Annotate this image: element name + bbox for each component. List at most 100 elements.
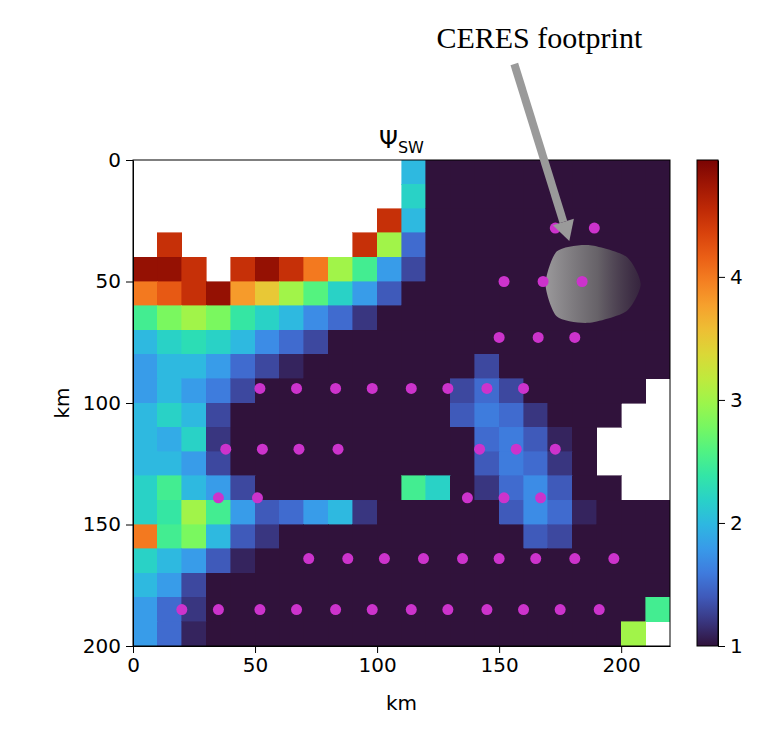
annotation: CERES footprint: [436, 21, 643, 54]
heatmap-cell: [255, 379, 279, 403]
heatmap-cell: [328, 379, 352, 403]
points: [176, 223, 619, 616]
sample-point: [533, 332, 544, 343]
heatmap-cell: [377, 209, 401, 233]
heatmap-cell: [499, 403, 523, 427]
heatmap-cell: [402, 160, 426, 184]
heatmap-cell: [377, 427, 401, 451]
heatmap-cell: [133, 427, 157, 451]
heatmap-cell: [353, 622, 377, 646]
heatmap-cell: [548, 549, 572, 573]
heatmap-cell: [328, 597, 352, 621]
heatmap-cell: [304, 622, 328, 646]
heatmap-cell: [231, 257, 255, 281]
heatmap-cell: [304, 525, 328, 549]
heatmap-cell: [475, 209, 499, 233]
sample-point: [518, 604, 529, 615]
tick: 3: [718, 388, 743, 412]
heatmap-cell: [182, 282, 206, 306]
heatmap-cell: [475, 160, 499, 184]
heatmap-cell: [572, 354, 596, 378]
heatmap-cell: [499, 354, 523, 378]
heatmap-cell: [133, 573, 157, 597]
tick-mark: [255, 646, 256, 653]
heatmap-cell: [279, 403, 303, 427]
heatmap-cell: [206, 403, 230, 427]
heatmap-cell: [353, 549, 377, 573]
heatmap-cell: [402, 427, 426, 451]
heatmap-cell: [231, 549, 255, 573]
heatmap-cell: [597, 403, 621, 427]
heatmap-cell: [450, 257, 474, 281]
heatmap-cell: [621, 525, 645, 549]
sample-point: [530, 553, 541, 564]
heatmap-cell: [133, 379, 157, 403]
sample-point: [442, 383, 453, 394]
ceres-footprint: [546, 245, 641, 323]
sample-point: [442, 604, 453, 615]
heatmap-cell: [475, 354, 499, 378]
heatmap-cell: [402, 184, 426, 208]
sample-point: [499, 492, 510, 503]
heatmap-cell: [182, 549, 206, 573]
heatmap-cell: [646, 233, 670, 257]
heatmap-cell: [475, 597, 499, 621]
heatmap-cell: [353, 525, 377, 549]
heatmap-cell: [572, 500, 596, 524]
heatmap-cell: [231, 306, 255, 330]
heatmap-cell: [255, 549, 279, 573]
heatmap-cell: [621, 209, 645, 233]
heatmap-cell: [182, 500, 206, 524]
sample-point: [594, 604, 605, 615]
heatmap-cell: [255, 282, 279, 306]
heatmap-cell: [572, 160, 596, 184]
heatmap-cell: [133, 330, 157, 354]
title: ΨSW: [379, 126, 424, 157]
heatmap-cell: [231, 282, 255, 306]
heatmap-cell: [499, 573, 523, 597]
arrow-shaft: [514, 64, 563, 222]
tick: 150: [481, 646, 519, 677]
heatmap-cell: [597, 209, 621, 233]
heatmap-cell: [426, 184, 450, 208]
y-axis: 050100150200: [83, 148, 134, 658]
heatmap-cell: [402, 597, 426, 621]
heatmap-cell: [231, 354, 255, 378]
tick: 2: [718, 511, 743, 535]
tick-mark: [718, 277, 725, 278]
heatmap-cell: [182, 403, 206, 427]
heatmap-cell: [572, 184, 596, 208]
heatmap-cell: [450, 622, 474, 646]
heatmap-cell: [353, 500, 377, 524]
heatmap-cell: [304, 403, 328, 427]
colorbar-axis: 1234: [718, 161, 743, 658]
tick-mark: [621, 646, 622, 653]
sample-point: [577, 276, 588, 287]
heatmap-cell: [572, 573, 596, 597]
colorbar: [697, 160, 718, 646]
heatmap-cell: [304, 282, 328, 306]
heatmap-cell: [231, 403, 255, 427]
plot-frame: [133, 160, 670, 646]
tick-label: 200: [83, 634, 121, 658]
heatmap-cell: [255, 403, 279, 427]
heatmap-cell: [353, 354, 377, 378]
tick: 200: [603, 646, 641, 677]
heatmap-cell: [377, 403, 401, 427]
heatmap-cell: [597, 184, 621, 208]
tick: 0: [127, 646, 140, 677]
heatmap-cell: [255, 452, 279, 476]
heatmap-cell: [572, 525, 596, 549]
heatmap-cell: [646, 184, 670, 208]
heatmap-cell: [328, 476, 352, 500]
heatmap-cell: [426, 622, 450, 646]
heatmap-cell: [646, 354, 670, 378]
heatmap-cell: [377, 622, 401, 646]
axis-line: [134, 646, 671, 647]
heatmap-cell: [524, 354, 548, 378]
tick-label: 0: [127, 653, 140, 677]
tick-mark: [718, 400, 725, 401]
heatmap-cell: [133, 549, 157, 573]
tick-mark: [718, 523, 725, 524]
heatmap-cell: [157, 525, 181, 549]
